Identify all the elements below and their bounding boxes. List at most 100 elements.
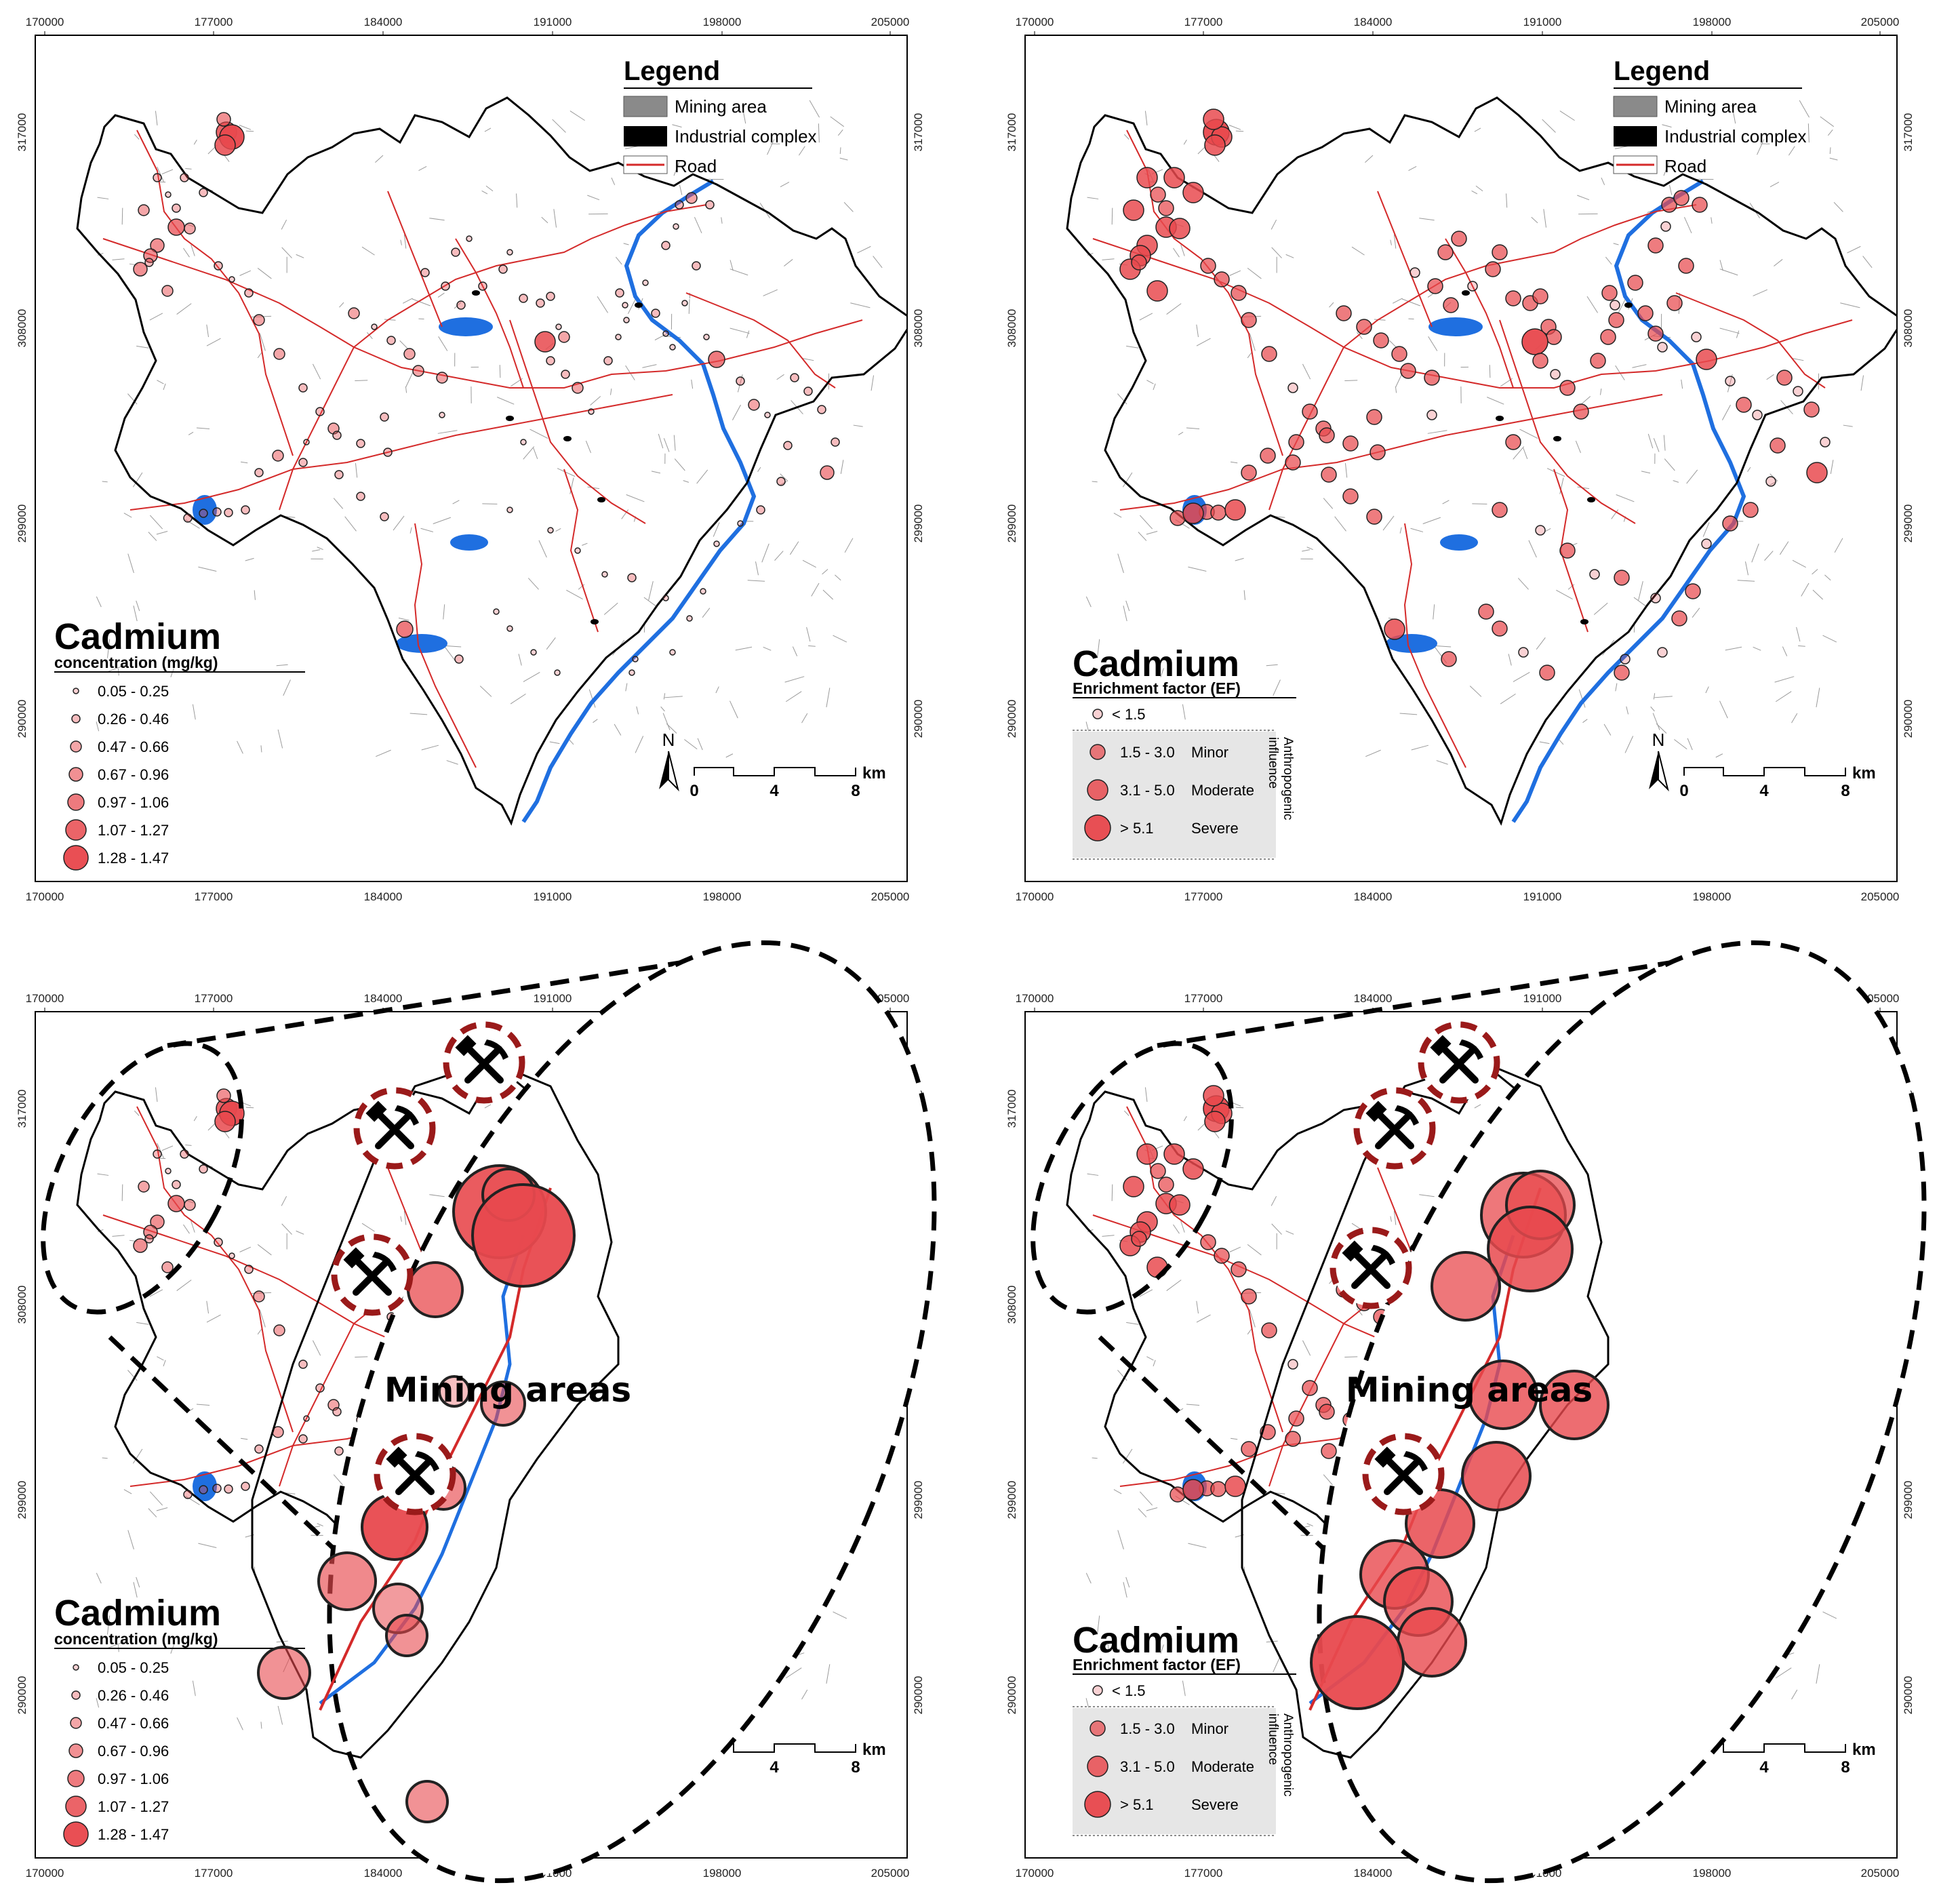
drainage-line — [1543, 209, 1546, 228]
sample-point — [1123, 1176, 1144, 1197]
drainage-line — [662, 713, 671, 730]
drainage-line — [403, 234, 407, 249]
y-tick-label-right: 299000 — [1902, 504, 1915, 543]
sample-point — [1478, 603, 1494, 620]
y-tick-label-left: 290000 — [16, 700, 28, 738]
hammer-head — [343, 1247, 365, 1269]
sample-point — [1505, 434, 1521, 450]
drainage-line — [527, 578, 539, 590]
drainage-line — [445, 645, 462, 648]
legend-class-symbol — [63, 845, 89, 871]
drainage-line — [1196, 338, 1211, 346]
pickaxe-hammer-icon — [455, 1035, 508, 1084]
drainage-line — [1382, 515, 1395, 531]
drainage-line — [826, 1664, 831, 1684]
drainage-line — [1840, 302, 1860, 309]
zoomed-sample-point — [405, 1780, 449, 1823]
drainage-line — [1329, 302, 1334, 308]
sample-point — [1614, 570, 1630, 586]
sample-point — [180, 173, 189, 182]
sample-point — [1231, 1261, 1247, 1277]
sample-point — [180, 1149, 189, 1159]
drainage-line — [611, 177, 616, 186]
drainage-line — [853, 424, 863, 427]
sample-point — [1224, 1475, 1246, 1497]
sample-point — [454, 654, 464, 664]
sample-point — [334, 470, 344, 479]
drainage-line — [454, 302, 462, 309]
sample-point — [332, 431, 342, 440]
zoomed-sample-point — [385, 1614, 428, 1657]
sample-point — [1722, 515, 1738, 532]
drainage-line — [523, 672, 540, 682]
legend-class-name: Minor — [1191, 1720, 1228, 1737]
sample-point — [315, 1383, 325, 1393]
drainage-line — [1471, 191, 1478, 195]
sample-point — [1427, 278, 1443, 294]
sample-point — [1366, 509, 1382, 525]
drainage-line — [163, 1360, 166, 1367]
influence-label-line2: influence — [1266, 1713, 1280, 1765]
drainage-line — [785, 691, 802, 702]
legend-title: Legend — [624, 56, 720, 86]
drainage-line — [260, 745, 262, 753]
x-tick-label-bottom: 170000 — [1016, 1867, 1054, 1880]
drainage-line — [1731, 104, 1736, 124]
legend-class-range: 1.5 - 3.0 — [1120, 744, 1175, 761]
sample-point — [1384, 618, 1405, 640]
drainage-line — [133, 1582, 138, 1598]
mining-area-marker — [1362, 1433, 1445, 1515]
sample-point — [1589, 569, 1600, 580]
drainage-line — [1664, 458, 1675, 471]
mining-areas-callout: Mining areas — [1031, 940, 1927, 1884]
legend-class-label: 0.47 - 0.66 — [98, 738, 169, 755]
legend-subtitle: concentration (mg/kg) — [54, 1630, 218, 1648]
drainage-line — [660, 706, 665, 712]
sample-point — [736, 376, 745, 386]
drainage-line — [672, 124, 682, 127]
drainage-line — [1231, 1437, 1238, 1440]
drainage-line — [170, 668, 174, 677]
sample-point — [272, 450, 284, 462]
scale-label: 8 — [1841, 1758, 1850, 1777]
zoomed-sample-point — [1468, 1360, 1538, 1430]
drainage-line — [361, 1223, 375, 1232]
drainage-line — [1775, 1667, 1792, 1679]
drainage-line — [1647, 433, 1654, 449]
drainage-line — [163, 383, 166, 391]
drainage-line — [1601, 177, 1605, 186]
drainage-line — [1822, 635, 1837, 643]
sample-point — [199, 1485, 208, 1494]
sample-point — [520, 439, 527, 445]
drainage-line — [557, 468, 576, 477]
drainage-line — [176, 1280, 192, 1291]
drainage-line — [1542, 119, 1556, 133]
drainage-line — [1229, 1246, 1241, 1252]
drainage-line — [96, 1572, 102, 1584]
y-tick-label-left: 308000 — [16, 309, 28, 348]
district-boundary — [76, 96, 907, 826]
sample-point — [601, 571, 608, 578]
drainage-line — [1801, 582, 1810, 597]
legend-class-symbol — [73, 1664, 79, 1671]
x-tick-label-bottom: 177000 — [195, 1867, 233, 1880]
legend-class-symbol — [1084, 814, 1111, 841]
sample-point — [1627, 275, 1643, 291]
drainage-line — [1144, 1087, 1148, 1103]
legend-class-name: Moderate — [1191, 782, 1254, 799]
drainage-line — [438, 336, 448, 351]
drainage-line — [729, 700, 738, 719]
drainage-line — [1779, 541, 1789, 555]
drainage-line — [735, 646, 753, 651]
industrial-complex — [1587, 497, 1595, 502]
legend-class-symbol — [70, 1717, 82, 1729]
y-tick-label-left: 299000 — [1005, 504, 1018, 543]
drainage-line — [839, 157, 848, 161]
sample-point — [1131, 1231, 1147, 1247]
drainage-line — [1138, 532, 1147, 541]
industrial-complex — [597, 497, 605, 502]
source-ellipse — [1031, 1041, 1234, 1315]
drainage-line — [1775, 691, 1792, 702]
sample-point — [1647, 237, 1664, 254]
drainage-line — [497, 397, 515, 405]
